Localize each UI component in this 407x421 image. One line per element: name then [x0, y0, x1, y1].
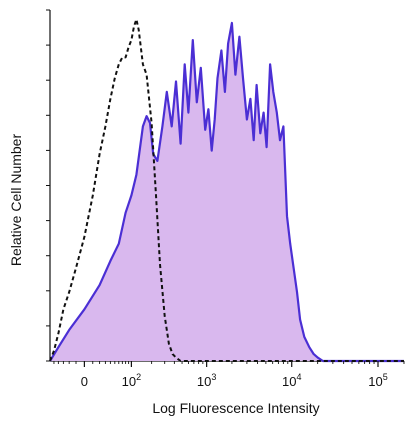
x-axis-label: Log Fluorescence Intensity	[152, 400, 319, 416]
histogram-marks	[49, 18, 404, 363]
x-tick-label: 0	[81, 374, 88, 389]
stained-histogram-line	[49, 21, 404, 363]
x-tick-label: 104	[282, 372, 301, 389]
x-tick-labels: 0 102 103 104 105	[81, 372, 388, 389]
axis-ticks	[46, 9, 405, 367]
y-axis-label: Relative Cell Number	[8, 134, 24, 267]
x-tick-label: 105	[368, 372, 387, 389]
stained-histogram-fill	[50, 22, 404, 362]
x-tick-label: 103	[197, 372, 216, 389]
x-tick-label: 102	[122, 372, 141, 389]
control-histogram-line	[49, 18, 404, 362]
